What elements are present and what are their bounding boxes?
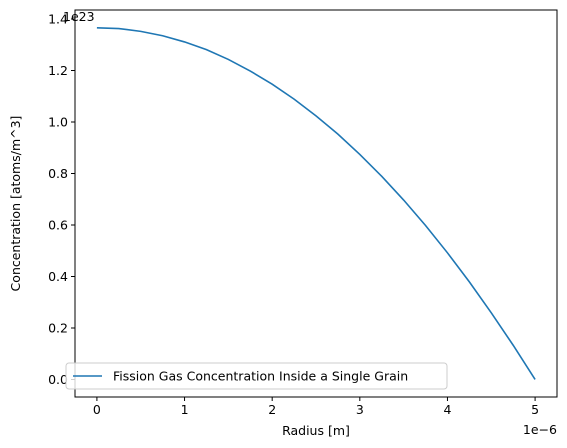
ticks-layer: 0 1 2 3 4 5 0.0 0.2 0.4 0.6 0.8 1.0 1.2 1.4 [48, 12, 539, 417]
x-axis-label: Radius [m] [282, 423, 350, 438]
x-offset-label: 1e−6 [523, 422, 557, 437]
plot-frame [74, 9, 558, 398]
y-axis-label: Concentration [atoms/m^3] [8, 116, 23, 292]
y-tick-label: 0.4 [48, 269, 68, 284]
x-tick-label: 5 [531, 402, 539, 417]
x-tick-label: 4 [443, 402, 451, 417]
y-offset-label: 1e23 [63, 9, 95, 24]
series-line [96, 26, 536, 380]
legend-label: Fission Gas Concentration Inside a Singl… [113, 369, 408, 384]
y-tick-label: 0.8 [48, 166, 68, 181]
y-tick-label: 0.2 [48, 320, 68, 335]
legend: Fission Gas Concentration Inside a Singl… [65, 362, 448, 390]
y-tick-label: 1.4 [48, 12, 68, 27]
x-tick-label: 1 [181, 402, 189, 417]
x-tick-label: 2 [268, 402, 276, 417]
series-layer [96, 26, 536, 380]
legend-box [65, 362, 448, 390]
y-tick-label: 0.6 [48, 218, 68, 233]
x-tick-label: 3 [356, 402, 364, 417]
x-tick-label: 0 [93, 402, 101, 417]
y-tick-label: 1.0 [48, 115, 68, 130]
y-tick-label: 0.0 [48, 372, 68, 387]
y-tick-label: 1.2 [48, 63, 68, 78]
